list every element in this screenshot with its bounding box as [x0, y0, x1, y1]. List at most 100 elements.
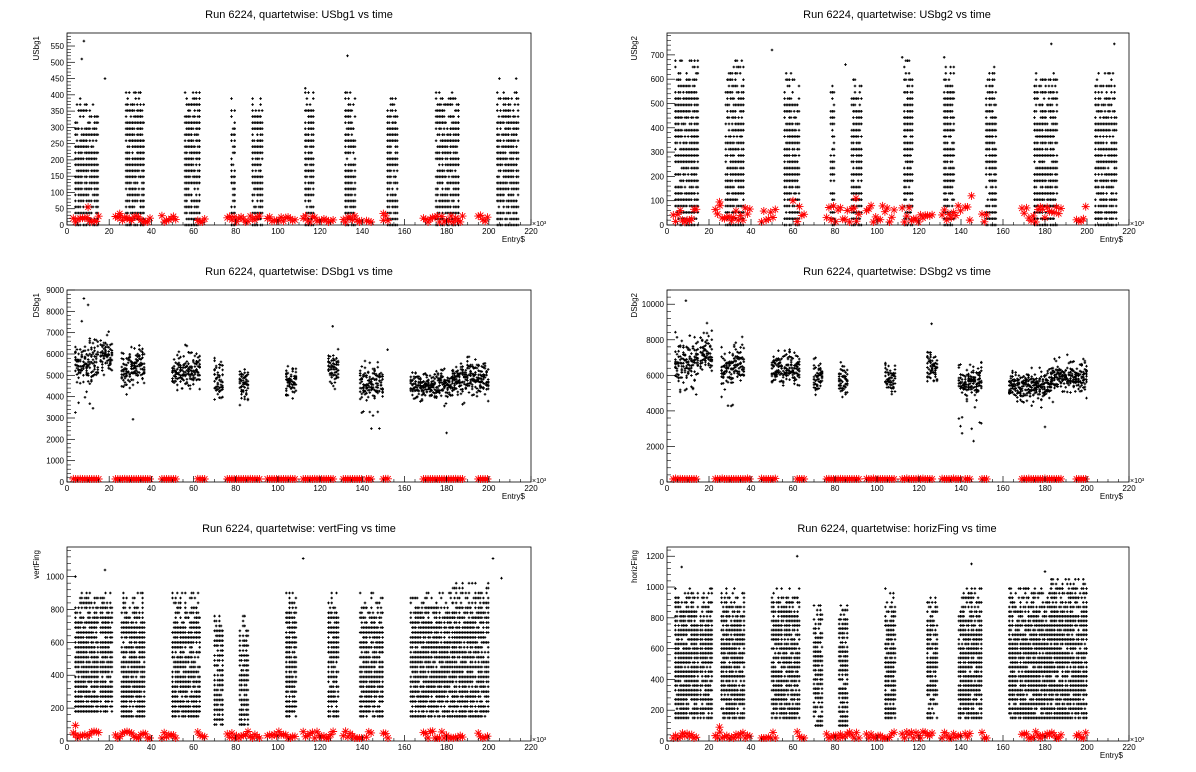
x-axis-title: Entry$ [502, 492, 526, 501]
x-tick-label: 220 [1122, 484, 1136, 493]
x-tick-label: 180 [440, 484, 454, 493]
y-tick-label: 800 [51, 605, 65, 614]
y-tick-label: 100 [51, 188, 65, 197]
x-tick-label: 200 [482, 227, 496, 236]
x-tick-label: 0 [65, 743, 70, 752]
y-tick-label: 400 [51, 91, 65, 100]
x-tick-label: 40 [747, 743, 756, 752]
x-tick-label: 20 [705, 484, 714, 493]
x-tick-label: 200 [1080, 484, 1094, 493]
chart-panel-dsbg1: Run 6224, quartetwise: DSbg1 vs time 0 20… [0, 257, 598, 514]
y-tick-label: 300 [51, 123, 65, 132]
y-tick-label: 0 [660, 737, 665, 746]
x-tick-label: 140 [356, 227, 370, 236]
data-points-black [674, 299, 1088, 443]
x-tick-label: 60 [189, 743, 198, 752]
x-tick-label: 140 [954, 227, 968, 236]
x-tick-label: 220 [524, 227, 538, 236]
x-tick-label: 20 [705, 743, 714, 752]
y-tick-label: 200 [651, 172, 665, 181]
y-tick-label: 300 [651, 148, 665, 157]
x-exponent-label: ×10³ [532, 737, 547, 744]
y-tick-label: 10000 [642, 300, 665, 309]
x-tick-label: 160 [996, 743, 1010, 752]
x-axis-title: Entry$ [502, 235, 526, 244]
y-tick-label: 400 [651, 124, 665, 133]
y-tick-label: 6000 [646, 371, 664, 380]
x-tick-label: 120 [912, 484, 926, 493]
y-tick-label: 1000 [646, 583, 664, 592]
x-tick-label: 220 [524, 743, 538, 752]
x-tick-label: 100 [870, 484, 884, 493]
chart-title: Run 6224, quartetwise: DSbg1 vs time [205, 266, 393, 278]
x-tick-label: 200 [482, 484, 496, 493]
x-tick-label: 0 [665, 484, 670, 493]
y-tick-label: 400 [651, 675, 665, 684]
y-tick-label: 0 [660, 478, 665, 487]
y-tick-label: 150 [51, 172, 65, 181]
x-exponent-label: ×10³ [532, 221, 547, 228]
data-points-black [74, 297, 490, 435]
y-axis-title: vertFing [32, 550, 41, 579]
y-tick-label: 800 [651, 614, 665, 623]
y-tick-label: 250 [51, 140, 65, 149]
y-tick-label: 550 [51, 42, 65, 51]
y-tick-label: 1000 [46, 573, 64, 582]
x-tick-label: 180 [440, 743, 454, 752]
y-tick-label: 200 [51, 156, 65, 165]
y-tick-label: 2000 [46, 435, 64, 444]
x-tick-label: 80 [831, 227, 840, 236]
x-tick-label: 80 [231, 743, 240, 752]
x-tick-label: 40 [747, 484, 756, 493]
plot-dsbg2: 0 20 40 60 80 100 120 140 160 180 200 220×10³ 0 2000 4… [630, 289, 1145, 501]
x-tick-label: 160 [996, 227, 1010, 236]
chart-panel-usbg2: Run 6224, quartetwise: USbg2 vs time 0 20… [598, 0, 1196, 257]
x-tick-label: 220 [1122, 743, 1136, 752]
plot-usbg2: 0 20 40 60 80 100 120 140 160 180 200 220×10³ 0 100 20… [630, 32, 1145, 244]
y-tick-label: 2000 [646, 442, 664, 451]
x-tick-label: 140 [356, 743, 370, 752]
x-tick-label: 60 [789, 484, 798, 493]
y-tick-label: 7000 [46, 329, 64, 338]
data-points-red [69, 721, 492, 742]
y-tick-label: 9000 [46, 286, 64, 295]
x-tick-label: 0 [65, 227, 70, 236]
x-tick-label: 140 [356, 484, 370, 493]
y-tick-label: 350 [51, 107, 65, 116]
x-tick-label: 120 [313, 227, 327, 236]
y-tick-label: 500 [651, 99, 665, 108]
y-axis-title: horizFing [630, 550, 639, 583]
chart-title: Run 6224, quartetwise: USbg1 vs time [205, 9, 393, 21]
x-tick-label: 120 [912, 743, 926, 752]
data-points-black [74, 39, 520, 227]
x-tick-label: 100 [870, 227, 884, 236]
x-tick-label: 40 [147, 227, 156, 236]
y-tick-label: 1000 [46, 457, 64, 466]
y-tick-label: 50 [55, 205, 64, 214]
x-tick-label: 20 [105, 227, 114, 236]
data-points-red [669, 191, 1090, 226]
y-tick-label: 100 [651, 197, 665, 206]
chart-title: Run 6224, quartetwise: USbg2 vs time [803, 9, 991, 21]
y-tick-label: 4000 [646, 407, 664, 416]
data-points-black [74, 557, 503, 726]
data-points-red [69, 203, 492, 226]
plot-usbg1: 0 20 40 60 80 100 120 140 160 180 200 220×10³ 0 50 100… [32, 32, 547, 244]
x-tick-label: 60 [189, 227, 198, 236]
y-tick-label: 0 [660, 221, 665, 230]
x-tick-label: 40 [147, 484, 156, 493]
x-tick-label: 80 [831, 484, 840, 493]
x-tick-label: 40 [747, 227, 756, 236]
x-tick-label: 40 [147, 743, 156, 752]
chart-title: Run 6224, quartetwise: horizFing vs time [797, 523, 997, 535]
y-axis-title: DSbg2 [630, 292, 639, 317]
y-axis-title: USbg1 [32, 35, 41, 60]
x-tick-label: 80 [231, 227, 240, 236]
x-tick-label: 160 [398, 227, 412, 236]
x-tick-label: 180 [440, 227, 454, 236]
chart-panel-horizfing: Run 6224, quartetwise: horizFing vs time… [598, 514, 1196, 772]
y-tick-label: 700 [651, 51, 665, 60]
data-points-red [669, 723, 1090, 742]
y-tick-label: 200 [51, 704, 65, 713]
y-tick-label: 0 [60, 737, 65, 746]
